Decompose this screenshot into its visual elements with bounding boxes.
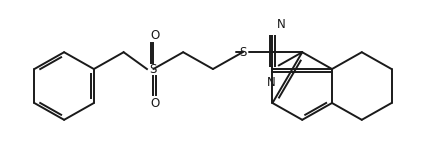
Text: O: O xyxy=(150,29,160,42)
Text: N: N xyxy=(277,18,285,31)
Text: O: O xyxy=(150,96,160,109)
Text: N: N xyxy=(266,76,275,89)
Text: S: S xyxy=(239,46,246,59)
Text: S: S xyxy=(150,63,157,76)
